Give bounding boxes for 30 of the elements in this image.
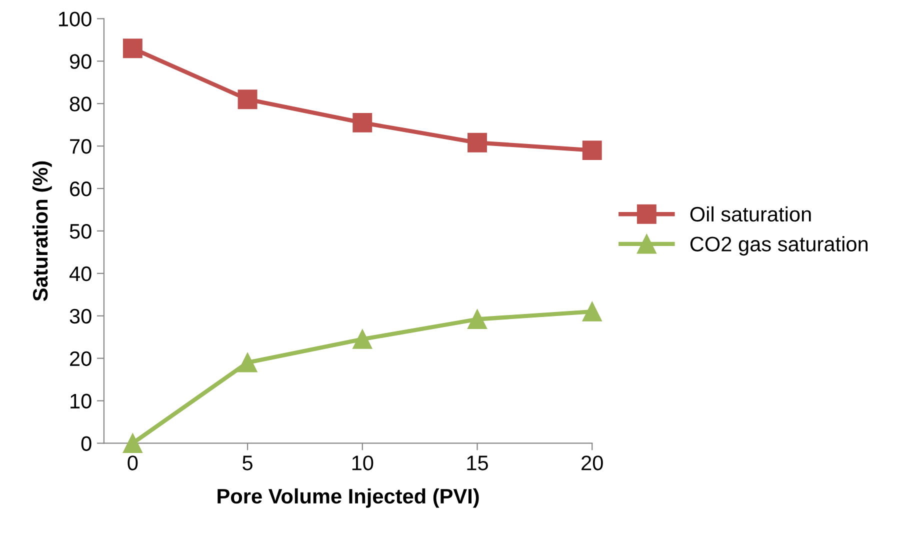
x-tick-label: 10 xyxy=(352,456,374,470)
y-tick-label: 90 xyxy=(70,54,92,69)
point xyxy=(582,140,602,160)
y-tick-label: 10 xyxy=(70,394,92,409)
y-tick-label: 50 xyxy=(70,224,92,239)
y-axis-title: Saturation (%) xyxy=(32,161,52,301)
point xyxy=(468,132,487,152)
y-tick-label: 20 xyxy=(70,351,92,366)
x-tick-label: 15 xyxy=(467,456,488,470)
point xyxy=(122,38,142,58)
legend-label: Oil saturation xyxy=(690,206,811,222)
y-tick-label: 100 xyxy=(58,12,92,26)
x-axis-title: Pore Volume Injected (PVI) xyxy=(218,488,479,508)
point xyxy=(352,329,372,349)
y-tick-label: 0 xyxy=(81,436,92,451)
x-tick-label: 20 xyxy=(582,456,603,470)
y-tick-label: 80 xyxy=(70,96,92,112)
legend-label: CO2 gas saturation xyxy=(690,236,868,256)
point xyxy=(238,352,258,372)
point xyxy=(122,433,142,453)
y-tick-label: 30 xyxy=(70,308,92,324)
point xyxy=(238,90,258,110)
y-tick-label: 60 xyxy=(70,182,92,196)
x-tick-label: 5 xyxy=(242,456,252,470)
point xyxy=(468,310,487,329)
x-tick-label: 0 xyxy=(128,456,138,470)
y-tick-label: 40 xyxy=(69,266,92,282)
point xyxy=(582,302,602,322)
point xyxy=(352,112,372,132)
y-tick-label: 70 xyxy=(70,139,92,154)
